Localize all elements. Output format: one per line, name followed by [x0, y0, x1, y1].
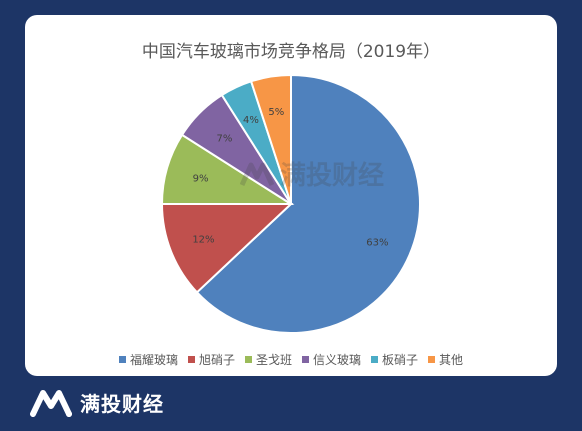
- watermark: 满投财经: [240, 155, 384, 192]
- legend-label: 圣戈班: [255, 353, 292, 367]
- brand-logo-icon: [30, 389, 72, 417]
- legend-swatch: [187, 356, 195, 363]
- legend-swatch: [371, 356, 379, 363]
- pie-slice-2: [160, 203, 294, 294]
- legend-item-6: 其他: [428, 351, 463, 368]
- pie-data-label-6: 5%: [268, 107, 284, 118]
- legend-item-3: 圣戈班: [244, 351, 292, 368]
- pie-data-label-3: 9%: [193, 174, 209, 185]
- pie-slice-6: [249, 73, 292, 205]
- pie-data-label-4: 7%: [216, 133, 232, 144]
- legend-item-4: 信义玻璃: [302, 351, 361, 368]
- pie-data-label-1: 63%: [366, 237, 388, 248]
- pie-chart: 63% 12% 9% 7% 4% 5%: [160, 73, 421, 334]
- brand-logo-icon: [240, 162, 274, 186]
- brand-footer: 满投财经: [30, 388, 164, 417]
- legend-label: 旭硝子: [198, 353, 235, 367]
- legend-swatch: [428, 356, 436, 363]
- pie-data-label-5: 4%: [243, 115, 259, 126]
- chart-legend: 福耀玻璃 旭硝子 圣戈班 信义玻璃 板硝子 其他: [25, 351, 557, 368]
- legend-label: 信义玻璃: [313, 353, 362, 367]
- chart-title: 中国汽车玻璃市场竞争格局（2019年）: [141, 42, 441, 62]
- legend-swatch: [302, 356, 309, 363]
- watermark-text: 满投财经: [280, 161, 385, 191]
- legend-label: 其他: [439, 353, 464, 367]
- brand-name: 满投财经: [80, 392, 164, 416]
- legend-item-5: 板硝子: [371, 351, 418, 368]
- legend-item-2: 旭硝子: [187, 351, 235, 368]
- legend-item-1: 福耀玻璃: [118, 351, 178, 368]
- legend-label: 福耀玻璃: [129, 353, 178, 367]
- legend-swatch: [244, 356, 252, 363]
- chart-card: 中国汽车玻璃市场竞争格局（2019年） 63% 12% 9% 7% 4% 5% 满投财经 …: [25, 15, 557, 376]
- pie-data-label-2: 12%: [192, 235, 214, 246]
- pie-slice-1: [195, 73, 421, 334]
- legend-label: 板硝子: [382, 353, 419, 367]
- legend-swatch: [118, 356, 126, 363]
